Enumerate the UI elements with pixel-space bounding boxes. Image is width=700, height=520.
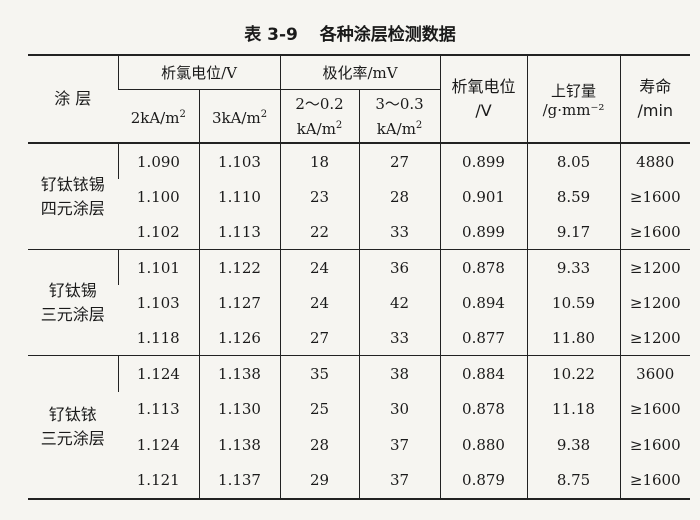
cell-cl-2ka: 1.121 <box>136 471 180 490</box>
cell-ru-loading: 9.38 <box>526 427 621 463</box>
cell-cl-3ka: 1.113 <box>198 214 281 250</box>
cell-cl-2ka: 1.101 <box>117 249 199 285</box>
cell-pol-b: 28 <box>358 179 441 214</box>
cell-o2-potential: 0.878 <box>439 391 528 427</box>
cell-cl-2ka: 1.102 <box>136 222 180 241</box>
cell-o2-potential: 0.899 <box>439 214 528 250</box>
cell-pol-a: 29 <box>279 462 360 499</box>
cell-o2-potential: 0.884 <box>439 355 528 392</box>
header-cl-2ka: 2kA/m2 <box>118 89 199 143</box>
cell-ru-loading: 9.33 <box>526 249 621 285</box>
header-polarization: 极化率/mV <box>279 54 441 90</box>
cell-pol-b: 42 <box>358 285 441 320</box>
cell-o2-potential: 0.878 <box>439 249 528 285</box>
cell-o2-potential: 0.894 <box>439 285 528 320</box>
coating-data-table: 涂 层 析氯电位/V 极化率/mV 析氧电位/V 上钌量/g·mm⁻² 寿命/m… <box>28 54 691 500</box>
table-row: 1.124 1.138 28 37 0.880 9.38 ≥1600 <box>28 427 691 463</box>
table-row: 1.102 1.113 22 33 0.899 9.17 ≥1600 <box>28 214 691 250</box>
cell-ru-loading: 11.80 <box>526 320 621 356</box>
cell-cl-3ka: 1.103 <box>198 143 281 179</box>
cell-life: ≥1200 <box>619 320 691 356</box>
header-life: 寿命/min <box>619 54 691 143</box>
cell-o2-potential: 0.901 <box>439 179 528 214</box>
cell-pol-b: 37 <box>358 462 441 499</box>
coating-name: 钌钛铱锡 四元涂层 <box>40 174 105 218</box>
coating-name: 钌钛锡 三元涂层 <box>40 280 105 324</box>
cell-life: 4880 <box>619 143 691 179</box>
cell-ru-loading: 8.75 <box>526 462 621 499</box>
cell-pol-a: 28 <box>279 427 360 463</box>
cell-cl-2ka: 1.124 <box>117 355 199 392</box>
cell-o2-potential: 0.899 <box>439 143 528 179</box>
table-number: 表 3-9 <box>244 25 298 45</box>
cell-pol-a: 27 <box>279 320 360 356</box>
cell-pol-b: 27 <box>358 143 441 179</box>
cell-cl-2ka: 1.090 <box>117 143 199 179</box>
cell-cl-2ka: 1.124 <box>136 435 180 454</box>
cell-pol-b: 33 <box>358 320 441 356</box>
cell-ru-loading: 10.59 <box>526 285 621 320</box>
table-row: 钌钛铱 三元涂层 1.124 1.138 35 38 0.884 10.22 3600 <box>28 355 691 448</box>
cell-pol-b: 37 <box>358 427 441 463</box>
header-coating: 涂 层 <box>28 54 118 143</box>
header-pol-b: 3～0.3 kA/m2 <box>358 89 441 143</box>
cell-life: ≥1600 <box>619 179 691 214</box>
cell-life: 3600 <box>619 355 691 392</box>
cell-cl-3ka: 1.110 <box>198 179 281 214</box>
cell-cl-3ka: 1.122 <box>198 249 281 285</box>
cell-life: ≥1600 <box>619 462 691 499</box>
cell-cl-3ka: 1.137 <box>198 462 281 499</box>
cell-life: ≥1600 <box>619 391 691 427</box>
table-title: 各种涂层检测数据 <box>319 25 456 45</box>
cell-cl-3ka: 1.126 <box>198 320 281 356</box>
table-row: 1.100 1.110 23 28 0.901 8.59 ≥1600 <box>28 179 691 214</box>
cell-ru-loading: 8.05 <box>526 143 621 179</box>
table-row: 1.118 1.126 27 33 0.877 11.80 ≥1200 <box>28 320 691 356</box>
cell-pol-a: 35 <box>279 355 360 392</box>
cell-life: ≥1600 <box>619 214 691 250</box>
cell-cl-2ka: 1.113 <box>136 400 180 419</box>
cell-life: ≥1200 <box>619 285 691 320</box>
cell-cl-3ka: 1.138 <box>198 355 281 392</box>
cell-pol-a: 18 <box>279 143 360 179</box>
cell-cl-2ka: 1.103 <box>136 293 180 312</box>
cell-pol-b: 30 <box>358 391 441 427</box>
cell-pol-a: 23 <box>279 179 360 214</box>
cell-o2-potential: 0.879 <box>439 462 528 499</box>
cell-cl-3ka: 1.130 <box>198 391 281 427</box>
table-caption: 表 3-9 各种涂层检测数据 <box>0 20 700 45</box>
table-row: 钌钛铱锡 四元涂层 1.090 1.103 18 27 0.899 8.05 4880 <box>28 143 691 218</box>
cell-pol-a: 25 <box>279 391 360 427</box>
cell-pol-b: 38 <box>358 355 441 392</box>
header-cl-3ka: 3kA/m2 <box>198 89 281 143</box>
cell-ru-loading: 8.59 <box>526 179 621 214</box>
cell-pol-a: 24 <box>279 249 360 285</box>
cell-o2-potential: 0.880 <box>439 427 528 463</box>
table-row: 1.103 1.127 24 42 0.894 10.59 ≥1200 <box>28 285 691 320</box>
cell-pol-b: 36 <box>358 249 441 285</box>
cell-ru-loading: 10.22 <box>526 355 621 392</box>
header-o2-potential: 析氧电位/V <box>439 54 528 143</box>
table-row: 钌钛锡 三元涂层 1.101 1.122 24 36 0.878 9.33 ≥1200 <box>28 249 691 324</box>
table-row: 1.113 1.130 25 30 0.878 11.18 ≥1600 <box>28 391 691 427</box>
header-pol-a: 2～0.2 kA/m2 <box>279 89 360 143</box>
cell-ru-loading: 9.17 <box>526 214 621 250</box>
cell-cl-3ka: 1.127 <box>198 285 281 320</box>
cell-life: ≥1200 <box>619 249 691 285</box>
cell-ru-loading: 11.18 <box>526 391 621 427</box>
cell-pol-a: 24 <box>279 285 360 320</box>
cell-cl-2ka: 1.118 <box>136 328 180 347</box>
header-ru-loading: 上钌量/g·mm⁻² <box>526 54 621 143</box>
cell-life: ≥1600 <box>619 427 691 463</box>
header-cl-potential: 析氯电位/V <box>117 54 281 90</box>
coating-name: 钌钛铱 三元涂层 <box>40 405 105 448</box>
table-row: 1.121 1.137 29 37 0.879 8.75 ≥1600 <box>28 462 691 499</box>
cell-o2-potential: 0.877 <box>439 320 528 356</box>
cell-cl-3ka: 1.138 <box>198 427 281 463</box>
cell-cl-2ka: 1.100 <box>136 187 180 206</box>
cell-pol-a: 22 <box>279 214 360 250</box>
cell-pol-b: 33 <box>358 214 441 250</box>
